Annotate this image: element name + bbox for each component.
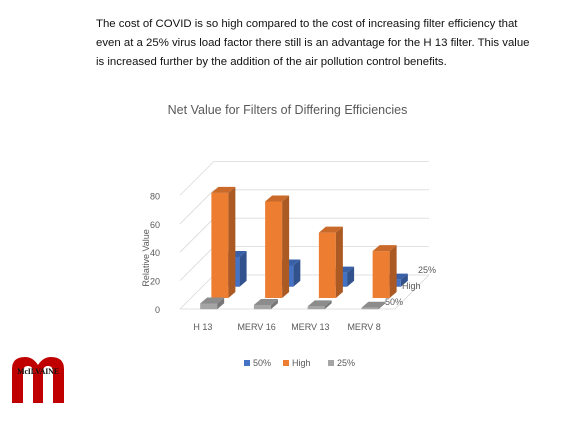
x-tick-label: MERV 13 xyxy=(291,322,329,332)
bar-high-merv-16 xyxy=(265,195,290,298)
legend-label: High xyxy=(292,358,311,368)
depth-axis-label: High xyxy=(402,281,421,291)
bar-high-merv-13 xyxy=(318,226,343,298)
bar-25pct-merv-13 xyxy=(307,300,332,310)
y-tick-label: 40 xyxy=(150,248,160,258)
y-tick-label: 80 xyxy=(150,191,160,201)
logo-wordmark: McILVAINE xyxy=(17,367,59,376)
floor-edge xyxy=(180,274,430,310)
depth-axis-label: 50% xyxy=(385,297,403,307)
gridline xyxy=(179,189,429,225)
chart-title: Net Value for Filters of Differing Effic… xyxy=(167,103,408,117)
bar-25pct-h-13 xyxy=(200,297,225,310)
mcilvaine-logo: McILVAINE xyxy=(8,353,68,405)
y-tick-label: 60 xyxy=(150,220,160,230)
x-tick-label: MERV 16 xyxy=(237,322,275,332)
description-paragraph: The cost of COVID is so high compared to… xyxy=(96,18,530,68)
y-axis-label: Relative Value xyxy=(141,229,151,286)
legend-label: 25% xyxy=(337,358,355,368)
y-tick-label: 20 xyxy=(150,277,160,287)
legend-swatch xyxy=(328,360,334,366)
legend-swatch xyxy=(244,360,250,366)
y-tick-label: 0 xyxy=(155,305,160,315)
x-tick-label: MERV 8 xyxy=(347,322,380,332)
x-tick-label: H 13 xyxy=(193,322,212,332)
depth-axis-label: 25% xyxy=(418,265,436,275)
gridline xyxy=(179,160,429,196)
legend-label: 50% xyxy=(253,358,271,368)
bar-25pct-merv-8 xyxy=(361,301,386,310)
legend-swatch xyxy=(283,360,289,366)
bar-high-h-13 xyxy=(211,186,236,298)
bar-25pct-merv-16 xyxy=(253,298,278,310)
logo-m-icon xyxy=(12,357,64,403)
bar-high-merv-8 xyxy=(372,245,397,298)
